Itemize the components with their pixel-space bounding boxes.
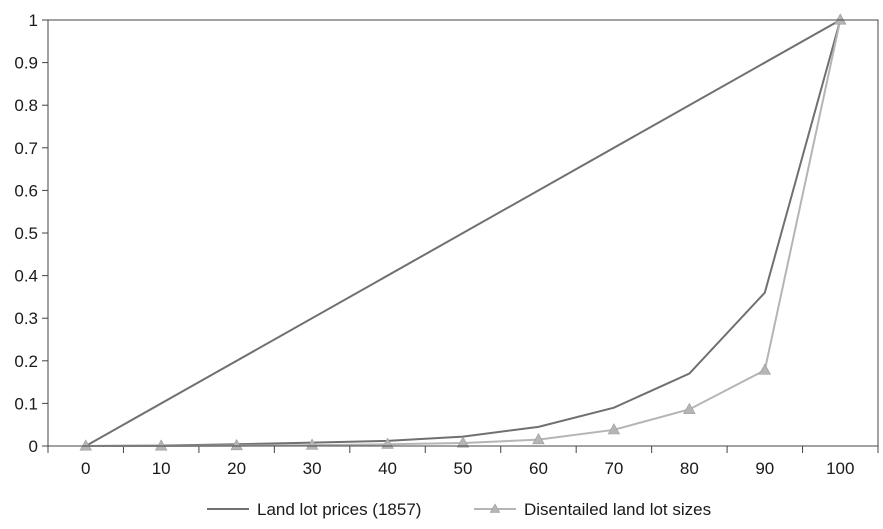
y-tick-label: 0.3 — [14, 309, 38, 328]
x-tick-label: 0 — [81, 459, 90, 478]
x-tick-label: 60 — [529, 459, 548, 478]
x-tick-label: 30 — [303, 459, 322, 478]
x-tick-label: 40 — [378, 459, 397, 478]
y-tick-label: 0.5 — [14, 224, 38, 243]
y-tick-label: 1 — [29, 11, 38, 30]
y-axis-ticks: 0 0.1 0.2 0.3 0.4 0.5 0.6 0.7 0.8 0.9 1 — [14, 11, 48, 456]
series-2-marker — [834, 13, 847, 25]
legend-label-2: Disentailed land lot sizes — [524, 500, 711, 519]
y-tick-label: 0.8 — [14, 96, 38, 115]
series-2-marker — [79, 439, 92, 451]
plot-frame — [47, 19, 879, 447]
series-2-marker — [154, 439, 168, 451]
x-tick-label: 90 — [755, 459, 774, 478]
series-2-marker — [758, 363, 772, 375]
series-2-marker — [305, 438, 319, 450]
x-tick-label: 100 — [826, 459, 854, 478]
y-tick-label: 0.7 — [14, 139, 38, 158]
x-tick-label: 50 — [454, 459, 473, 478]
x-tick-label: 10 — [152, 459, 171, 478]
x-tick-label: 70 — [604, 459, 623, 478]
y-tick-label: 0.6 — [14, 181, 38, 200]
series-2-marker — [683, 402, 696, 414]
series-2-marker — [607, 423, 621, 435]
y-tick-label: 0.2 — [14, 352, 38, 371]
series-2-marker — [532, 432, 545, 445]
legend-label-1: Land lot prices (1857) — [257, 500, 421, 519]
y-tick-label: 0.9 — [14, 54, 38, 73]
x-tick-label: 80 — [680, 459, 699, 478]
plot-lines — [85, 19, 842, 447]
series-2-marker — [456, 436, 470, 448]
legend-marker-2 — [489, 503, 501, 513]
y-tick-label: 0 — [29, 437, 38, 456]
y-tick-label: 0.1 — [14, 394, 38, 413]
legend: Land lot prices (1857) Disentailed land l… — [207, 500, 711, 519]
series-2-marker — [230, 438, 243, 451]
x-axis-ticks: 0 10 20 30 40 50 60 70 80 90 100 — [47, 446, 879, 478]
y-tick-label: 0.4 — [14, 267, 38, 286]
equality-line — [85, 19, 841, 447]
x-tick-label: 20 — [227, 459, 246, 478]
